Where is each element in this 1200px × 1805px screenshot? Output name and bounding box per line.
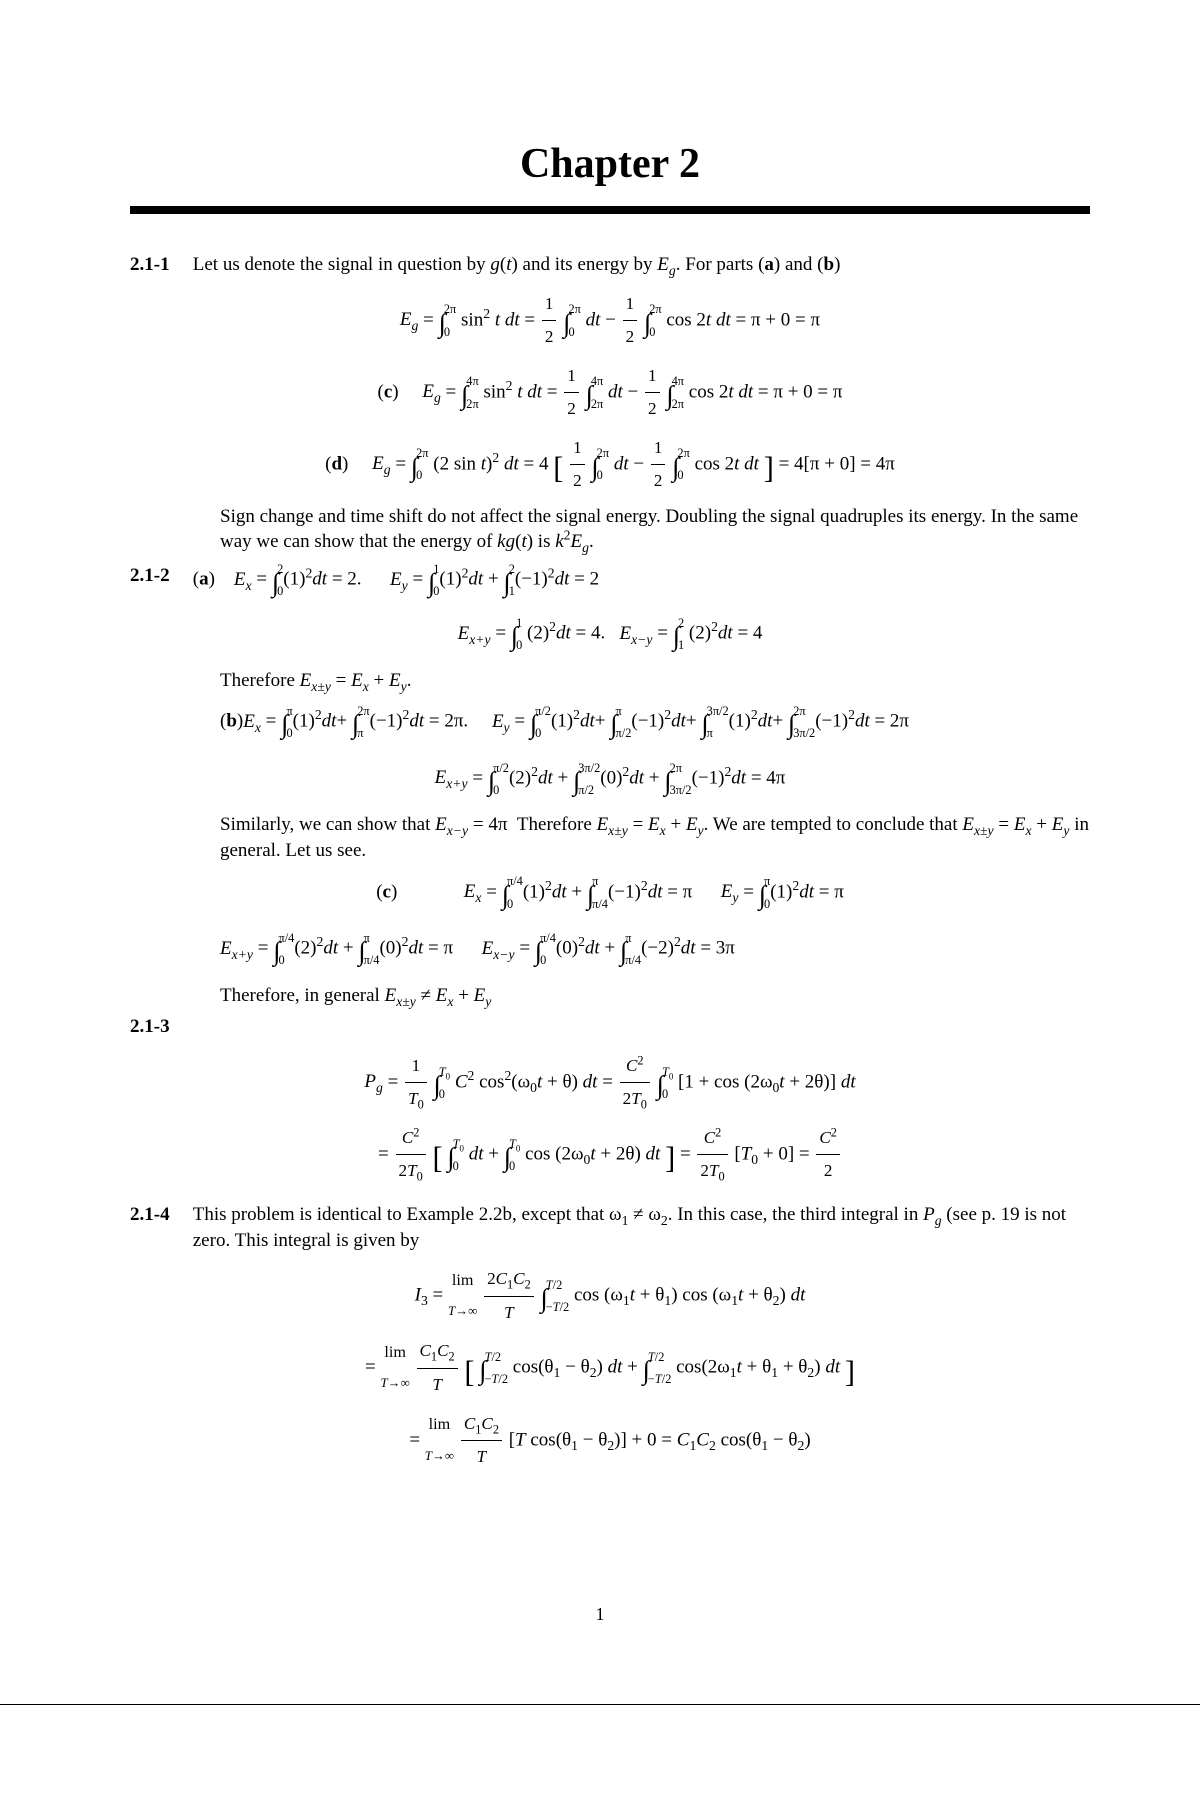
note-212b: Similarly, we can show that Ex−y = 4π Th… bbox=[220, 812, 1090, 863]
title-rule bbox=[130, 206, 1090, 214]
eq-212-a2: Ex+y = ∫10 (2)2dt = 4. Ex−y = ∫21 (2)2dt… bbox=[130, 611, 1090, 662]
eq-214-1: I3 = limT→∞ 2C1C2T ∫T/2−T/2 cos (ω1t + θ… bbox=[130, 1263, 1090, 1329]
eq-212-b1: (b)Ex = ∫π0(1)2dt+ ∫2ππ(−1)2dt = 2π. Ey … bbox=[220, 699, 1090, 750]
problem-label: 2.1-3 bbox=[130, 1014, 188, 1040]
problem-2-1-3: 2.1-3 bbox=[130, 1014, 1090, 1040]
problem-label: 2.1-1 bbox=[130, 252, 188, 278]
eq-213-2: = C22T0 [ ∫T00 dt + ∫T00 cos (2ω0t + 2θ)… bbox=[130, 1122, 1090, 1188]
note-211: Sign change and time shift do not affect… bbox=[220, 504, 1090, 555]
problem-2-1-4: 2.1-4 This problem is identical to Examp… bbox=[130, 1202, 1090, 1253]
problem-label: 2.1-2 bbox=[130, 563, 188, 589]
problem-intro: This problem is identical to Example 2.2… bbox=[193, 1202, 1073, 1253]
problem-label: 2.1-4 bbox=[130, 1202, 188, 1228]
document-page: Chapter 2 2.1-1 Let us denote the signal… bbox=[0, 0, 1200, 1805]
eq-212-c2: Ex+y = ∫π/40(2)2dt + ∫ππ/4(0)2dt = π Ex−… bbox=[220, 926, 1090, 977]
eq-212-b2: Ex+y = ∫π/20(2)2dt + ∫3π/2π/2(0)2dt + ∫2… bbox=[130, 756, 1090, 807]
eq-211-ab: Eg = ∫2π0 sin2 t dt = 12 ∫2π0 dt − 12 ∫2… bbox=[130, 288, 1090, 354]
eq-211-c: (c) Eg = ∫4π2π sin2 t dt = 12 ∫4π2π dt −… bbox=[130, 360, 1090, 426]
eq-214-2: = limT→∞ C1C2T [ ∫T/2−T/2 cos(θ1 − θ2) d… bbox=[130, 1335, 1090, 1401]
problem-body: (a) Ex = ∫20(1)2dt = 2. Ey = ∫10(1)2dt +… bbox=[193, 563, 1073, 601]
eq-211-d: (d) Eg = ∫2π0 (2 sin t)2 dt = 4 [ 12 ∫2π… bbox=[130, 432, 1090, 498]
eq-214-3: = limT→∞ C1C2T [T cos(θ1 − θ2)] + 0 = C1… bbox=[130, 1408, 1090, 1474]
eq-213-1: Pg = 1T0 ∫T00 C2 cos2(ω0t + θ) dt = C22T… bbox=[130, 1050, 1090, 1116]
eq-212-c1: (c) Ex = ∫π/40(1)2dt + ∫ππ/4(−1)2dt = π … bbox=[130, 870, 1090, 921]
problem-2-1-1: 2.1-1 Let us denote the signal in questi… bbox=[130, 252, 1090, 278]
chapter-title: Chapter 2 bbox=[130, 140, 1090, 188]
problem-intro: Let us denote the signal in question by … bbox=[193, 252, 1073, 278]
therefore-212a: Therefore Ex±y = Ex + Ey. bbox=[220, 668, 1090, 694]
bottom-rule bbox=[0, 1704, 1200, 1705]
page-number: 1 bbox=[0, 1604, 1200, 1625]
problem-2-1-2: 2.1-2 (a) Ex = ∫20(1)2dt = 2. Ey = ∫10(1… bbox=[130, 563, 1090, 601]
therefore-212c: Therefore, in general Ex±y ≠ Ex + Ey bbox=[220, 983, 1090, 1009]
